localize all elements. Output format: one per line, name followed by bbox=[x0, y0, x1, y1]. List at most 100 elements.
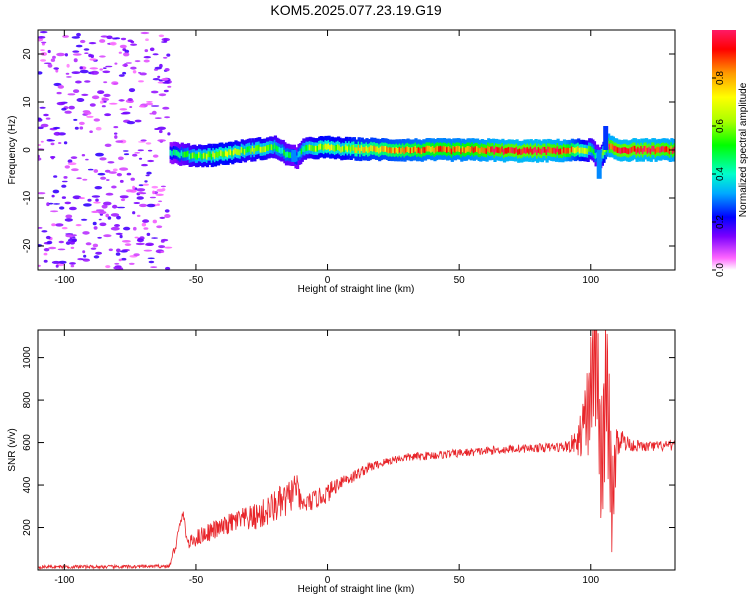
ridge-core bbox=[231, 150, 235, 157]
noise-speckle bbox=[158, 34, 165, 38]
x-tick-label: 50 bbox=[454, 275, 466, 286]
noise-speckle bbox=[99, 100, 104, 104]
noise-speckle bbox=[114, 135, 118, 139]
noise-speckle bbox=[100, 35, 109, 38]
noise-speckle bbox=[159, 216, 166, 219]
noise-speckle bbox=[84, 80, 91, 83]
noise-speckle bbox=[115, 232, 123, 235]
noise-speckle bbox=[164, 214, 171, 218]
noise-speckle bbox=[110, 226, 120, 231]
noise-speckle bbox=[65, 241, 71, 245]
ridge-core bbox=[577, 146, 581, 152]
ridge-core bbox=[547, 146, 551, 153]
noise-speckle bbox=[144, 49, 149, 53]
noise-speckle bbox=[103, 81, 108, 84]
noise-speckle bbox=[142, 219, 150, 223]
noise-speckle bbox=[132, 211, 136, 215]
ridge-core bbox=[618, 147, 622, 154]
noise-speckle bbox=[114, 224, 120, 227]
noise-speckle bbox=[119, 234, 123, 239]
chart-title: KOM5.2025.077.23.19.G19 bbox=[270, 2, 442, 18]
noise-speckle bbox=[151, 110, 157, 115]
noise-speckle bbox=[106, 179, 110, 181]
noise-speckle bbox=[49, 139, 55, 142]
noise-speckle bbox=[114, 62, 118, 65]
noise-speckle bbox=[38, 118, 43, 122]
noise-speckle bbox=[56, 101, 66, 106]
noise-speckle bbox=[79, 126, 84, 130]
noise-speckle bbox=[76, 98, 85, 102]
noise-speckle bbox=[147, 257, 155, 260]
noise-speckle bbox=[98, 218, 102, 221]
noise-speckle bbox=[55, 69, 59, 73]
ridge-core bbox=[518, 148, 522, 155]
ridge-core bbox=[607, 141, 611, 147]
noise-speckle bbox=[120, 112, 128, 115]
noise-speckle bbox=[99, 157, 107, 161]
noise-speckle bbox=[50, 142, 55, 146]
noise-speckle bbox=[145, 242, 154, 246]
noise-speckle bbox=[153, 68, 159, 71]
noise-speckle bbox=[58, 260, 67, 264]
noise-speckle bbox=[119, 44, 127, 49]
noise-speckle bbox=[123, 153, 130, 156]
y-tick-label: 20 bbox=[22, 48, 33, 60]
snr-frame bbox=[37, 329, 676, 571]
noise-speckle bbox=[79, 69, 89, 74]
y-tick-label: -20 bbox=[22, 238, 33, 253]
ridge-core bbox=[567, 147, 571, 154]
noise-speckle bbox=[164, 116, 171, 119]
noise-speckle bbox=[53, 67, 59, 70]
noise-speckle bbox=[118, 74, 125, 77]
noise-speckle bbox=[74, 126, 79, 130]
y-tick-label: 1000 bbox=[22, 346, 33, 369]
noise-speckle bbox=[140, 31, 150, 35]
noise-speckle bbox=[151, 237, 159, 239]
colorbar-label: Normalized spectral amplitude bbox=[738, 82, 749, 217]
noise-speckle bbox=[92, 210, 98, 213]
noise-speckle bbox=[164, 209, 170, 213]
noise-speckle bbox=[126, 172, 132, 176]
noise-speckle bbox=[76, 32, 81, 37]
noise-speckle bbox=[147, 159, 155, 163]
x-tick-label: -100 bbox=[54, 575, 74, 586]
noise-speckle bbox=[135, 242, 145, 246]
noise-speckle bbox=[115, 140, 124, 143]
ridge-core bbox=[191, 152, 195, 159]
noise-speckle bbox=[46, 202, 50, 207]
y-tick-label: 0 bbox=[22, 147, 33, 153]
noise-speckle bbox=[165, 266, 171, 270]
noise-speckle bbox=[159, 63, 163, 68]
noise-speckle bbox=[83, 254, 87, 258]
noise-speckle bbox=[145, 38, 149, 41]
y-tick-label: -10 bbox=[22, 190, 33, 205]
noise-speckle bbox=[147, 149, 153, 152]
noise-speckle bbox=[152, 219, 157, 224]
noise-speckle bbox=[90, 247, 97, 250]
noise-speckle bbox=[162, 106, 170, 110]
noise-speckle bbox=[66, 63, 70, 68]
snr-x-ticks: -100 -50 0 50 100 bbox=[54, 330, 600, 586]
snr-x-axis-label: Height of straight line (km) bbox=[298, 584, 415, 595]
noise-speckle bbox=[150, 105, 160, 107]
noise-speckle bbox=[81, 93, 89, 96]
ridge-core bbox=[251, 145, 255, 152]
noise-speckle bbox=[111, 185, 117, 189]
noise-speckle bbox=[58, 240, 64, 244]
noise-speckle bbox=[127, 98, 133, 101]
noise-speckle bbox=[118, 267, 124, 270]
noise-speckle bbox=[56, 52, 65, 57]
noise-speckle bbox=[72, 238, 77, 243]
noise-speckle bbox=[156, 203, 160, 206]
noise-speckle bbox=[105, 65, 113, 68]
noise-speckle bbox=[45, 235, 51, 240]
noise-speckle bbox=[73, 89, 80, 93]
ridge-core bbox=[646, 147, 650, 154]
noise-speckle bbox=[105, 213, 109, 218]
noise-speckle bbox=[91, 95, 100, 100]
noise-speckle bbox=[128, 88, 136, 93]
x-tick-label: 100 bbox=[582, 575, 599, 586]
noise-speckle bbox=[102, 67, 107, 69]
noise-speckle bbox=[61, 196, 66, 199]
noise-speckle bbox=[64, 201, 72, 205]
